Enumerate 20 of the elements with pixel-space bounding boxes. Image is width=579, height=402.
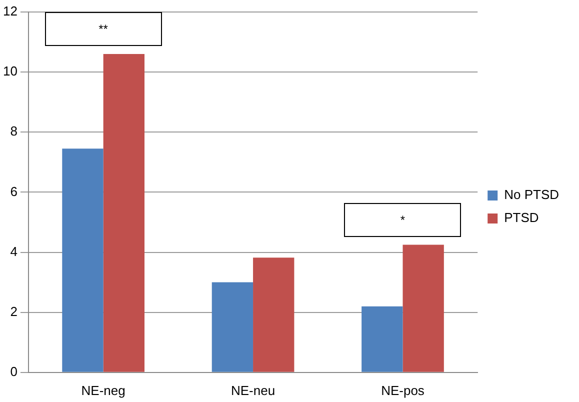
bar <box>253 258 294 372</box>
y-tick-label: 12 <box>2 4 18 19</box>
bar <box>212 282 254 372</box>
annotation: * <box>400 212 406 227</box>
bar <box>362 306 403 372</box>
x-tick-label: NE-neu <box>230 382 276 398</box>
y-tick-label: 0 <box>10 364 18 379</box>
y-tick-label: 2 <box>10 304 18 319</box>
legend-label: No PTSD <box>504 187 560 202</box>
x-tick-label: NE-pos <box>381 382 425 398</box>
legend-label: PTSD <box>504 210 539 226</box>
y-tick-label: 6 <box>10 184 18 199</box>
bar <box>103 54 144 372</box>
y-tick-label: 10 <box>2 64 18 79</box>
y-tick-label: 4 <box>10 244 18 259</box>
bar <box>62 148 104 372</box>
bar <box>402 244 444 372</box>
x-tick-label: NE-neg <box>81 382 126 398</box>
annotation: ** <box>98 22 108 36</box>
y-tick-label: 8 <box>10 124 18 139</box>
